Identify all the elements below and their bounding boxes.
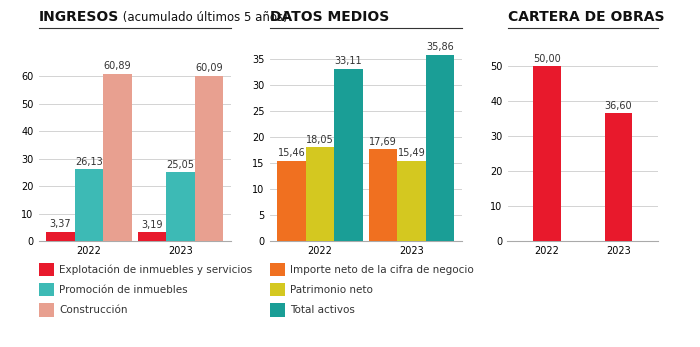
Text: 35,86: 35,86 bbox=[426, 42, 454, 52]
Bar bbox=[398, 161, 426, 241]
Text: 50,00: 50,00 bbox=[533, 53, 561, 64]
Text: 60,09: 60,09 bbox=[195, 64, 223, 73]
Bar bbox=[334, 69, 363, 241]
Text: 33,11: 33,11 bbox=[335, 56, 362, 66]
Text: Construcción: Construcción bbox=[60, 305, 128, 315]
Bar bbox=[75, 169, 103, 241]
Bar bbox=[605, 113, 632, 241]
Bar bbox=[306, 147, 334, 241]
Text: 25,05: 25,05 bbox=[167, 160, 195, 170]
Text: Promoción de inmuebles: Promoción de inmuebles bbox=[60, 285, 188, 295]
Bar bbox=[138, 232, 167, 241]
Text: 18,05: 18,05 bbox=[306, 135, 334, 145]
Text: Importe neto de la cifra de negocio: Importe neto de la cifra de negocio bbox=[290, 265, 475, 275]
Text: 15,49: 15,49 bbox=[398, 148, 426, 158]
Bar bbox=[369, 149, 398, 241]
Bar bbox=[46, 232, 75, 241]
Text: Patrimonio neto: Patrimonio neto bbox=[290, 285, 373, 295]
Bar bbox=[533, 66, 561, 241]
Text: Total activos: Total activos bbox=[290, 305, 356, 315]
Text: 26,13: 26,13 bbox=[75, 157, 103, 167]
Text: DATOS MEDIOS: DATOS MEDIOS bbox=[270, 10, 388, 24]
Text: INGRESOS: INGRESOS bbox=[38, 10, 119, 24]
Text: 3,37: 3,37 bbox=[50, 219, 71, 229]
Text: 36,60: 36,60 bbox=[605, 101, 632, 110]
Bar bbox=[426, 54, 454, 241]
Text: Explotación de inmuebles y servicios: Explotación de inmuebles y servicios bbox=[60, 264, 253, 275]
Text: 15,46: 15,46 bbox=[278, 148, 305, 158]
Text: 3,19: 3,19 bbox=[141, 220, 163, 230]
Bar bbox=[167, 172, 195, 241]
Bar bbox=[195, 76, 223, 241]
Bar bbox=[103, 74, 132, 241]
Text: 17,69: 17,69 bbox=[369, 137, 397, 146]
Text: (acumulado últimos 5 años): (acumulado últimos 5 años) bbox=[119, 11, 288, 24]
Text: 60,89: 60,89 bbox=[104, 61, 131, 71]
Text: CARTERA DE OBRAS: CARTERA DE OBRAS bbox=[508, 10, 664, 24]
Bar bbox=[277, 161, 306, 241]
